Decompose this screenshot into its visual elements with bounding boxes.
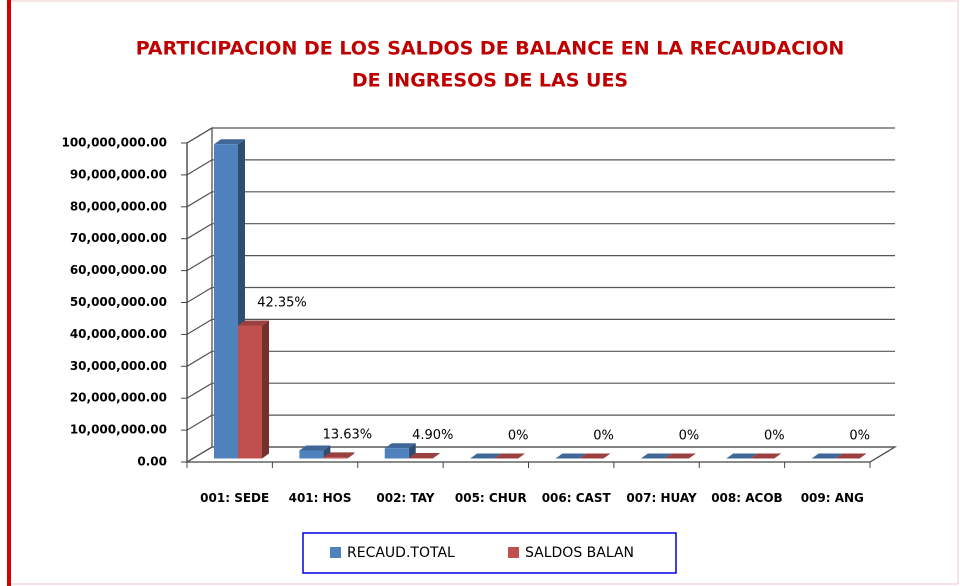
- x-tick-label: 005: CHUR: [454, 491, 527, 505]
- grid-line: [186, 382, 895, 399]
- grid-line: [186, 159, 895, 176]
- legend-label: SALDOS BALAN: [525, 545, 634, 561]
- bar: [384, 443, 416, 459]
- y-tick-label: 90,000,000.00: [70, 167, 167, 181]
- legend-label: RECAUD.TOTAL: [347, 545, 455, 561]
- grid-line: [186, 446, 895, 463]
- bar-face: [811, 453, 843, 459]
- grid-line: [186, 223, 895, 240]
- data-label: 0%: [593, 429, 614, 444]
- bar: [579, 453, 611, 459]
- chart-title: PARTICIPACION DE LOS SALDOS DE BALANCE E…: [136, 38, 845, 60]
- bar-face: [299, 450, 324, 459]
- bar-face: [726, 453, 758, 459]
- x-tick-label: 008: ACOB: [711, 491, 783, 505]
- bar-face: [384, 443, 416, 449]
- data-label: 0%: [508, 429, 529, 444]
- grid-line: [186, 350, 895, 367]
- y-tick-label: 50,000,000.00: [70, 295, 167, 309]
- y-tick-label: 100,000,000.00: [61, 136, 167, 150]
- bar-face: [494, 453, 526, 459]
- y-tick-label: 80,000,000.00: [70, 199, 167, 213]
- bar: [664, 453, 696, 459]
- data-label: 0%: [679, 429, 700, 444]
- bar-face: [214, 139, 245, 145]
- x-tick-label: 007: HUAY: [626, 491, 697, 505]
- grid-line: [186, 191, 895, 208]
- bar-face: [323, 445, 331, 459]
- y-tick-label: 0.00: [137, 455, 167, 469]
- x-tick-label: 401: HOS: [288, 491, 352, 505]
- bar: [494, 453, 526, 459]
- grid-line: [186, 318, 895, 335]
- bar-face: [664, 453, 696, 459]
- bar-face: [555, 453, 587, 459]
- legend-swatch: [508, 547, 519, 558]
- grid-line: [186, 255, 895, 272]
- y-tick-label: 40,000,000.00: [70, 327, 167, 341]
- bar-face: [640, 453, 672, 459]
- bar: [726, 453, 758, 459]
- bar-face: [408, 457, 433, 459]
- bar-face: [214, 144, 238, 459]
- bar-face: [323, 457, 348, 459]
- grid-line: [186, 286, 895, 304]
- bar-face: [579, 453, 611, 459]
- bar: [811, 453, 843, 459]
- chart-title: DE INGRESOS DE LAS UES: [352, 70, 628, 92]
- bar-face: [470, 453, 502, 459]
- data-label: 0%: [849, 429, 870, 444]
- frame: [8, 0, 959, 585]
- y-tick-label: 10,000,000.00: [70, 423, 167, 437]
- bar-face: [238, 320, 269, 326]
- data-label: 0%: [764, 429, 785, 444]
- bar-face: [238, 325, 262, 459]
- floor: [184, 446, 898, 463]
- x-tick-label: 002: TAY: [376, 491, 435, 505]
- bar: [470, 453, 502, 459]
- bar: [835, 453, 867, 459]
- legend: [302, 532, 677, 574]
- bar: [408, 452, 440, 459]
- grid-line: [186, 127, 895, 144]
- data-label: 4.90%: [412, 428, 453, 443]
- bar-face: [384, 448, 409, 459]
- bar-face: [432, 452, 440, 459]
- bar-face: [347, 452, 355, 459]
- bar-face: [323, 452, 355, 458]
- y-tick-label: 60,000,000.00: [70, 263, 167, 277]
- y-tick-label: 70,000,000.00: [70, 231, 167, 245]
- bar: [299, 445, 331, 459]
- x-tick-label: 009: ANG: [800, 491, 864, 505]
- x-tick-label: 001: SEDE: [200, 491, 270, 505]
- bar-face: [408, 452, 440, 458]
- data-label: 42.35%: [257, 295, 307, 310]
- bar: [640, 453, 672, 459]
- bar: [750, 453, 782, 459]
- bar-face: [750, 453, 782, 459]
- x-tick-label: 006: CAST: [541, 491, 611, 505]
- bar: [555, 453, 587, 459]
- legend-swatch: [330, 547, 341, 558]
- bar-face: [835, 453, 867, 459]
- y-tick-label: 30,000,000.00: [70, 359, 167, 373]
- grid-line: [186, 414, 895, 431]
- bar: [238, 320, 269, 459]
- bar-face: [262, 320, 269, 459]
- y-tick-label: 20,000,000.00: [70, 391, 167, 405]
- data-label: 13.63%: [323, 427, 373, 442]
- bar-face: [299, 445, 331, 451]
- bar: [323, 452, 355, 459]
